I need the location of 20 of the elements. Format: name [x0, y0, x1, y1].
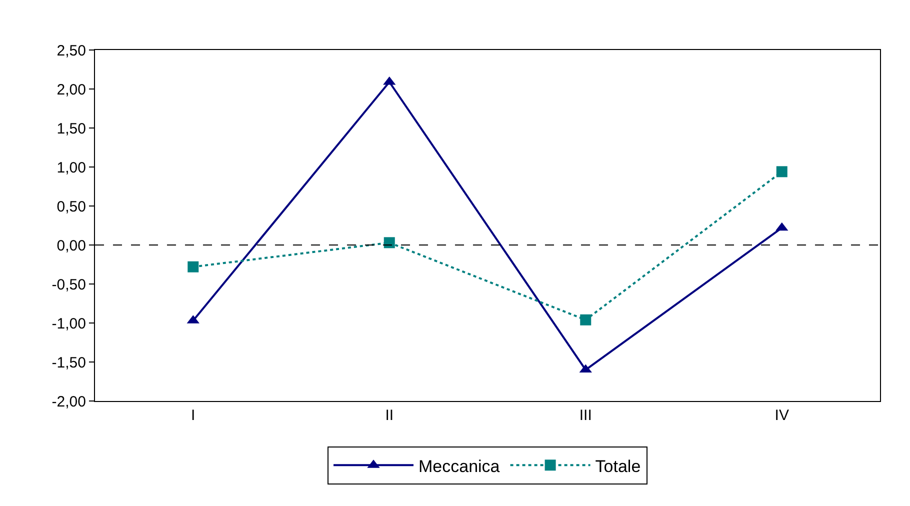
- y-tick-label: 1,50: [56, 120, 86, 138]
- y-tick-label: 0,50: [56, 198, 86, 216]
- legend-label: Meccanica: [418, 456, 500, 476]
- y-tick-label: -1,00: [52, 315, 86, 332]
- y-tick-label: 2,00: [56, 81, 86, 98]
- y-tick-label: -2,00: [52, 393, 86, 410]
- x-tick-label: II: [385, 407, 394, 424]
- y-tick-label: 1,00: [56, 159, 86, 176]
- y-tick-label: -1,50: [52, 354, 86, 372]
- legend-label: Totale: [595, 456, 641, 476]
- y-tick-label: -0,50: [52, 276, 86, 294]
- point: [384, 237, 395, 248]
- point: [580, 314, 592, 326]
- y-tick-label: 0,00: [56, 237, 86, 254]
- point: [188, 261, 199, 272]
- x-tick-label: III: [579, 407, 592, 424]
- x-tick-label: I: [191, 407, 196, 424]
- y-tick-label: 2,50: [56, 42, 86, 60]
- point: [776, 166, 788, 178]
- x-tick-label: IV: [774, 407, 789, 424]
